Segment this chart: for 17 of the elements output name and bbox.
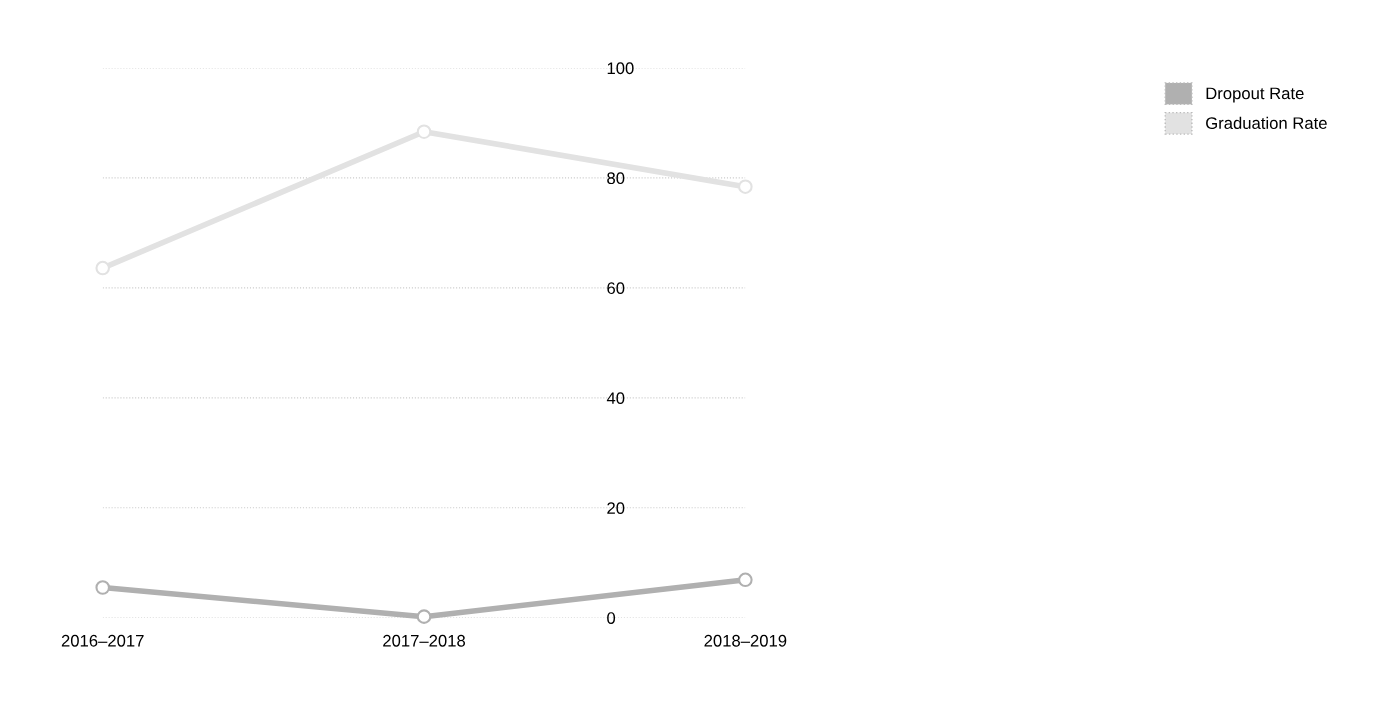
y-tick-label: 80	[607, 172, 625, 185]
point	[95, 260, 110, 276]
point	[416, 609, 432, 624]
y-tick-label: 20	[607, 502, 625, 514]
point	[95, 580, 110, 595]
x-tick-label: 2018–2019	[704, 634, 787, 647]
point	[738, 179, 753, 194]
y-tick-label: 100	[607, 62, 634, 75]
y-tick-label: 60	[607, 282, 625, 295]
legend-label: Graduation Rate	[1206, 116, 1327, 130]
y-tick-label: 0	[607, 612, 616, 624]
legend-label: Dropout Rate	[1206, 87, 1304, 103]
x-tick-label: 2016–2017	[61, 634, 144, 647]
y-tick-label: 40	[606, 392, 625, 405]
point	[738, 572, 753, 588]
point	[416, 124, 432, 139]
x-tick-label: 2017–2018	[383, 634, 466, 647]
